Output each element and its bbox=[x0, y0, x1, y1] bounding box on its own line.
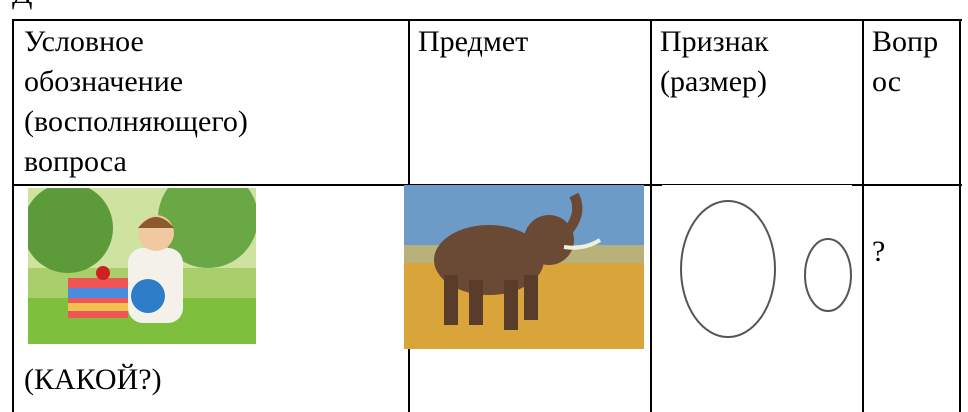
header-line: Предмет bbox=[418, 25, 529, 58]
header-line: Признак bbox=[660, 25, 769, 58]
header-cell: Предмет bbox=[418, 22, 528, 62]
header-line: ос bbox=[872, 65, 902, 98]
header-cell: Вопр ос bbox=[872, 22, 938, 102]
header-line: Вопр bbox=[872, 25, 939, 58]
row-label: (КАКОЙ?) bbox=[24, 363, 162, 396]
boy-picture bbox=[28, 188, 256, 344]
header-line: вопроса bbox=[24, 145, 127, 178]
header-line: (восполняющего) bbox=[24, 105, 248, 138]
elephant-picture bbox=[404, 185, 644, 349]
header-line: (размер) bbox=[660, 65, 768, 98]
fragment: Д bbox=[12, 0, 32, 14]
circles-picture bbox=[662, 185, 852, 355]
border bbox=[12, 19, 962, 21]
header-cell: Условное обозначение (восполняющего) вопрос… bbox=[24, 22, 248, 182]
header-cell: Признак (размер) bbox=[660, 22, 769, 102]
border bbox=[959, 19, 961, 412]
border bbox=[862, 19, 864, 412]
answer: ? bbox=[872, 235, 886, 268]
border bbox=[650, 19, 652, 412]
border bbox=[12, 19, 14, 412]
header-line: обозначение bbox=[24, 65, 184, 98]
header-line: Условное bbox=[24, 25, 144, 58]
